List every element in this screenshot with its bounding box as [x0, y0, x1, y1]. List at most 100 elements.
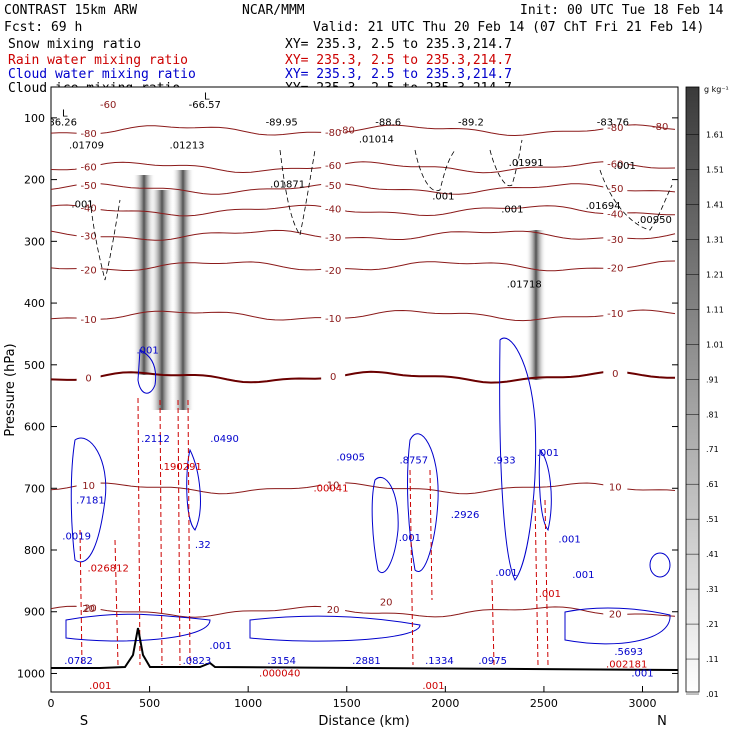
annotation-label: .5693: [614, 647, 643, 658]
annotation-label: .01014: [359, 135, 394, 146]
annotation-label: -88.6: [375, 117, 401, 128]
y-axis-label: Pressure (hPa): [3, 343, 18, 436]
annotation-label: .001: [501, 204, 523, 215]
isotherm-label-bg: [603, 607, 628, 619]
annotation-label: .026812: [87, 564, 128, 575]
valid-time: Valid: 21 UTC Thu 20 Feb 14 (07 ChT Fri …: [313, 20, 704, 35]
isotherm-label: -60: [325, 161, 341, 172]
annotation-label: .01871: [270, 180, 305, 191]
annotation-label: -89.2: [458, 117, 484, 128]
isotherm-label-bg: [603, 181, 628, 193]
colorbar-tick-label: 1.01: [706, 340, 724, 349]
annotation-label: -86.26: [45, 117, 77, 128]
colorbar-tick-label: .41: [706, 550, 719, 559]
isotherm-label: -80: [325, 128, 341, 139]
isotherm-label: -20: [607, 263, 623, 274]
annotation-label: -66.57: [189, 100, 221, 111]
header: CONTRAST 15km ARW NCAR/MMM Init: 00 UTC …: [4, 3, 724, 96]
annotation-label: .0975: [478, 656, 507, 667]
annotation-label: .8757: [399, 456, 428, 467]
annotation-label: .001: [136, 346, 158, 357]
isotherm-label-bg: [603, 307, 628, 319]
x-tick-label: 3000: [629, 697, 657, 710]
annotation-label: .0490: [210, 434, 239, 445]
plot-area: -80 -80 -80-60 -60 -60-50 -50 -50-40 -40 -40-30-…: [45, 91, 678, 692]
isotherm-label: -50: [80, 181, 96, 192]
annotation-label: .002181: [606, 659, 647, 670]
colorbar-tick-label: .81: [706, 410, 719, 419]
isotherm-label-bg: [321, 159, 346, 171]
isotherm-label: -10: [607, 309, 623, 320]
annotation-label: .001: [432, 191, 454, 202]
ice-plume-1: [133, 175, 155, 375]
annotation-label: .001: [631, 669, 653, 680]
x-tick-label: 1500: [333, 697, 361, 710]
colorbar-tick-label: .51: [706, 515, 719, 524]
isotherm-label-bg: [321, 178, 346, 190]
annotation-label: .00950: [637, 215, 672, 226]
isotherm-label: -30: [607, 235, 623, 246]
y-tick-label: 900: [24, 606, 45, 619]
terrain-line: [51, 627, 678, 671]
annotation-label: .001: [558, 535, 580, 546]
y-tick-label: 800: [24, 544, 45, 557]
y-tick-label: 200: [24, 174, 45, 187]
colorbar-tick-label: 1.21: [706, 270, 724, 279]
colorbar-tick-label: .31: [706, 585, 719, 594]
x-tick-label: 2500: [530, 697, 558, 710]
colorbar-tick-label: 1.11: [706, 305, 724, 314]
colorbar-tick-label: 1.61: [706, 130, 724, 139]
field-cloudwater-xy: XY= 235.3, 2.5 to 235.3,214.7: [285, 67, 512, 82]
colorbar-tick-label: .01: [706, 690, 719, 699]
colorbar-tick-label: 1.41: [706, 200, 724, 209]
annotation-label: .001: [89, 681, 111, 692]
isotherm-label: -50: [325, 181, 341, 192]
isotherm-line: [51, 161, 676, 174]
isotherm-label: -20: [80, 266, 96, 277]
annotation-label: -83.76: [597, 117, 629, 128]
annotation-label: .001: [539, 589, 561, 600]
endpoint-left: S: [80, 714, 88, 729]
annotation-label: .01718: [507, 280, 542, 291]
isotherm-label-bg: [76, 602, 101, 614]
field-snow-xy: XY= 235.3, 2.5 to 235.3,214.7: [285, 37, 512, 52]
colorbar-unit: g kg⁻¹: [704, 85, 729, 94]
colorbar-tick-label: 1.51: [706, 165, 724, 174]
isotherm-line: [51, 260, 676, 272]
annotation-label: .001: [71, 199, 93, 210]
annotation-label: .933: [493, 456, 515, 467]
field-rain-label: Rain water mixing ratio: [8, 53, 188, 68]
isotherm-label-bg: [76, 229, 101, 241]
endpoint-right: N: [657, 714, 667, 729]
isotherm-label: -60: [80, 162, 96, 173]
annotation-label: .01694: [586, 201, 621, 212]
colorbar: [685, 86, 700, 693]
isotherm-label: 10: [82, 481, 95, 492]
x-tick-label: 2000: [431, 697, 459, 710]
annotation-label: .0019: [62, 532, 91, 543]
annotation-label: .0782: [64, 656, 93, 667]
isotherm-label-bg: [603, 207, 628, 219]
isotherm-label-bg: [76, 201, 101, 213]
isotherm-label-bg: [76, 371, 101, 383]
isotherm-label-bg: [603, 233, 628, 245]
x-tick-label: 0: [48, 697, 55, 710]
annotation-label: .0905: [336, 452, 365, 463]
isotherm-line: [51, 605, 676, 618]
isotherm-line: [51, 482, 676, 495]
isotherm-label: -10: [80, 315, 96, 326]
annotation-label: .001: [209, 641, 231, 652]
isotherm-label-bg: [321, 125, 346, 137]
annotation-label: .000040: [259, 669, 300, 680]
org-label: NCAR/MMM: [242, 3, 305, 18]
field-snow-label: Snow mixing ratio: [8, 37, 141, 52]
annotation-label: .01709: [69, 141, 104, 152]
y-tick-label: 700: [24, 482, 45, 495]
annotation-label: -89.95: [266, 117, 298, 128]
annotation-label: 20: [84, 604, 97, 615]
colorbar-tick-label: .21: [706, 620, 719, 629]
annotation-label: L: [62, 109, 68, 120]
isotherm-label-bg: [76, 478, 101, 490]
